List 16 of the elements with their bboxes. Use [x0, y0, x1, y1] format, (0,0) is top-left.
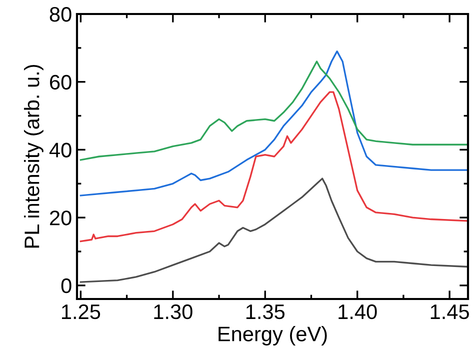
line-series — [80, 91, 468, 242]
x-axis-title: Energy (eV) — [218, 326, 327, 346]
y-tick-label: 80 — [50, 7, 72, 22]
x-tick-label: 1.45 — [430, 304, 469, 320]
y-tick-label: 0 — [61, 278, 72, 294]
x-tick-label: 1.35 — [246, 304, 285, 320]
y-axis-title: PL intensity (arb. u.) — [24, 64, 44, 248]
line-series — [80, 50, 468, 196]
y-tick-label: 40 — [49, 142, 72, 158]
line-series — [80, 178, 468, 283]
x-tick-label: 1.40 — [338, 304, 377, 320]
x-tick-label: 1.25 — [62, 304, 100, 320]
line-series — [80, 60, 468, 161]
x-tick-label: 1.30 — [154, 304, 192, 320]
y-tick-label: 60 — [50, 74, 72, 90]
y-tick-label: 20 — [50, 210, 72, 226]
